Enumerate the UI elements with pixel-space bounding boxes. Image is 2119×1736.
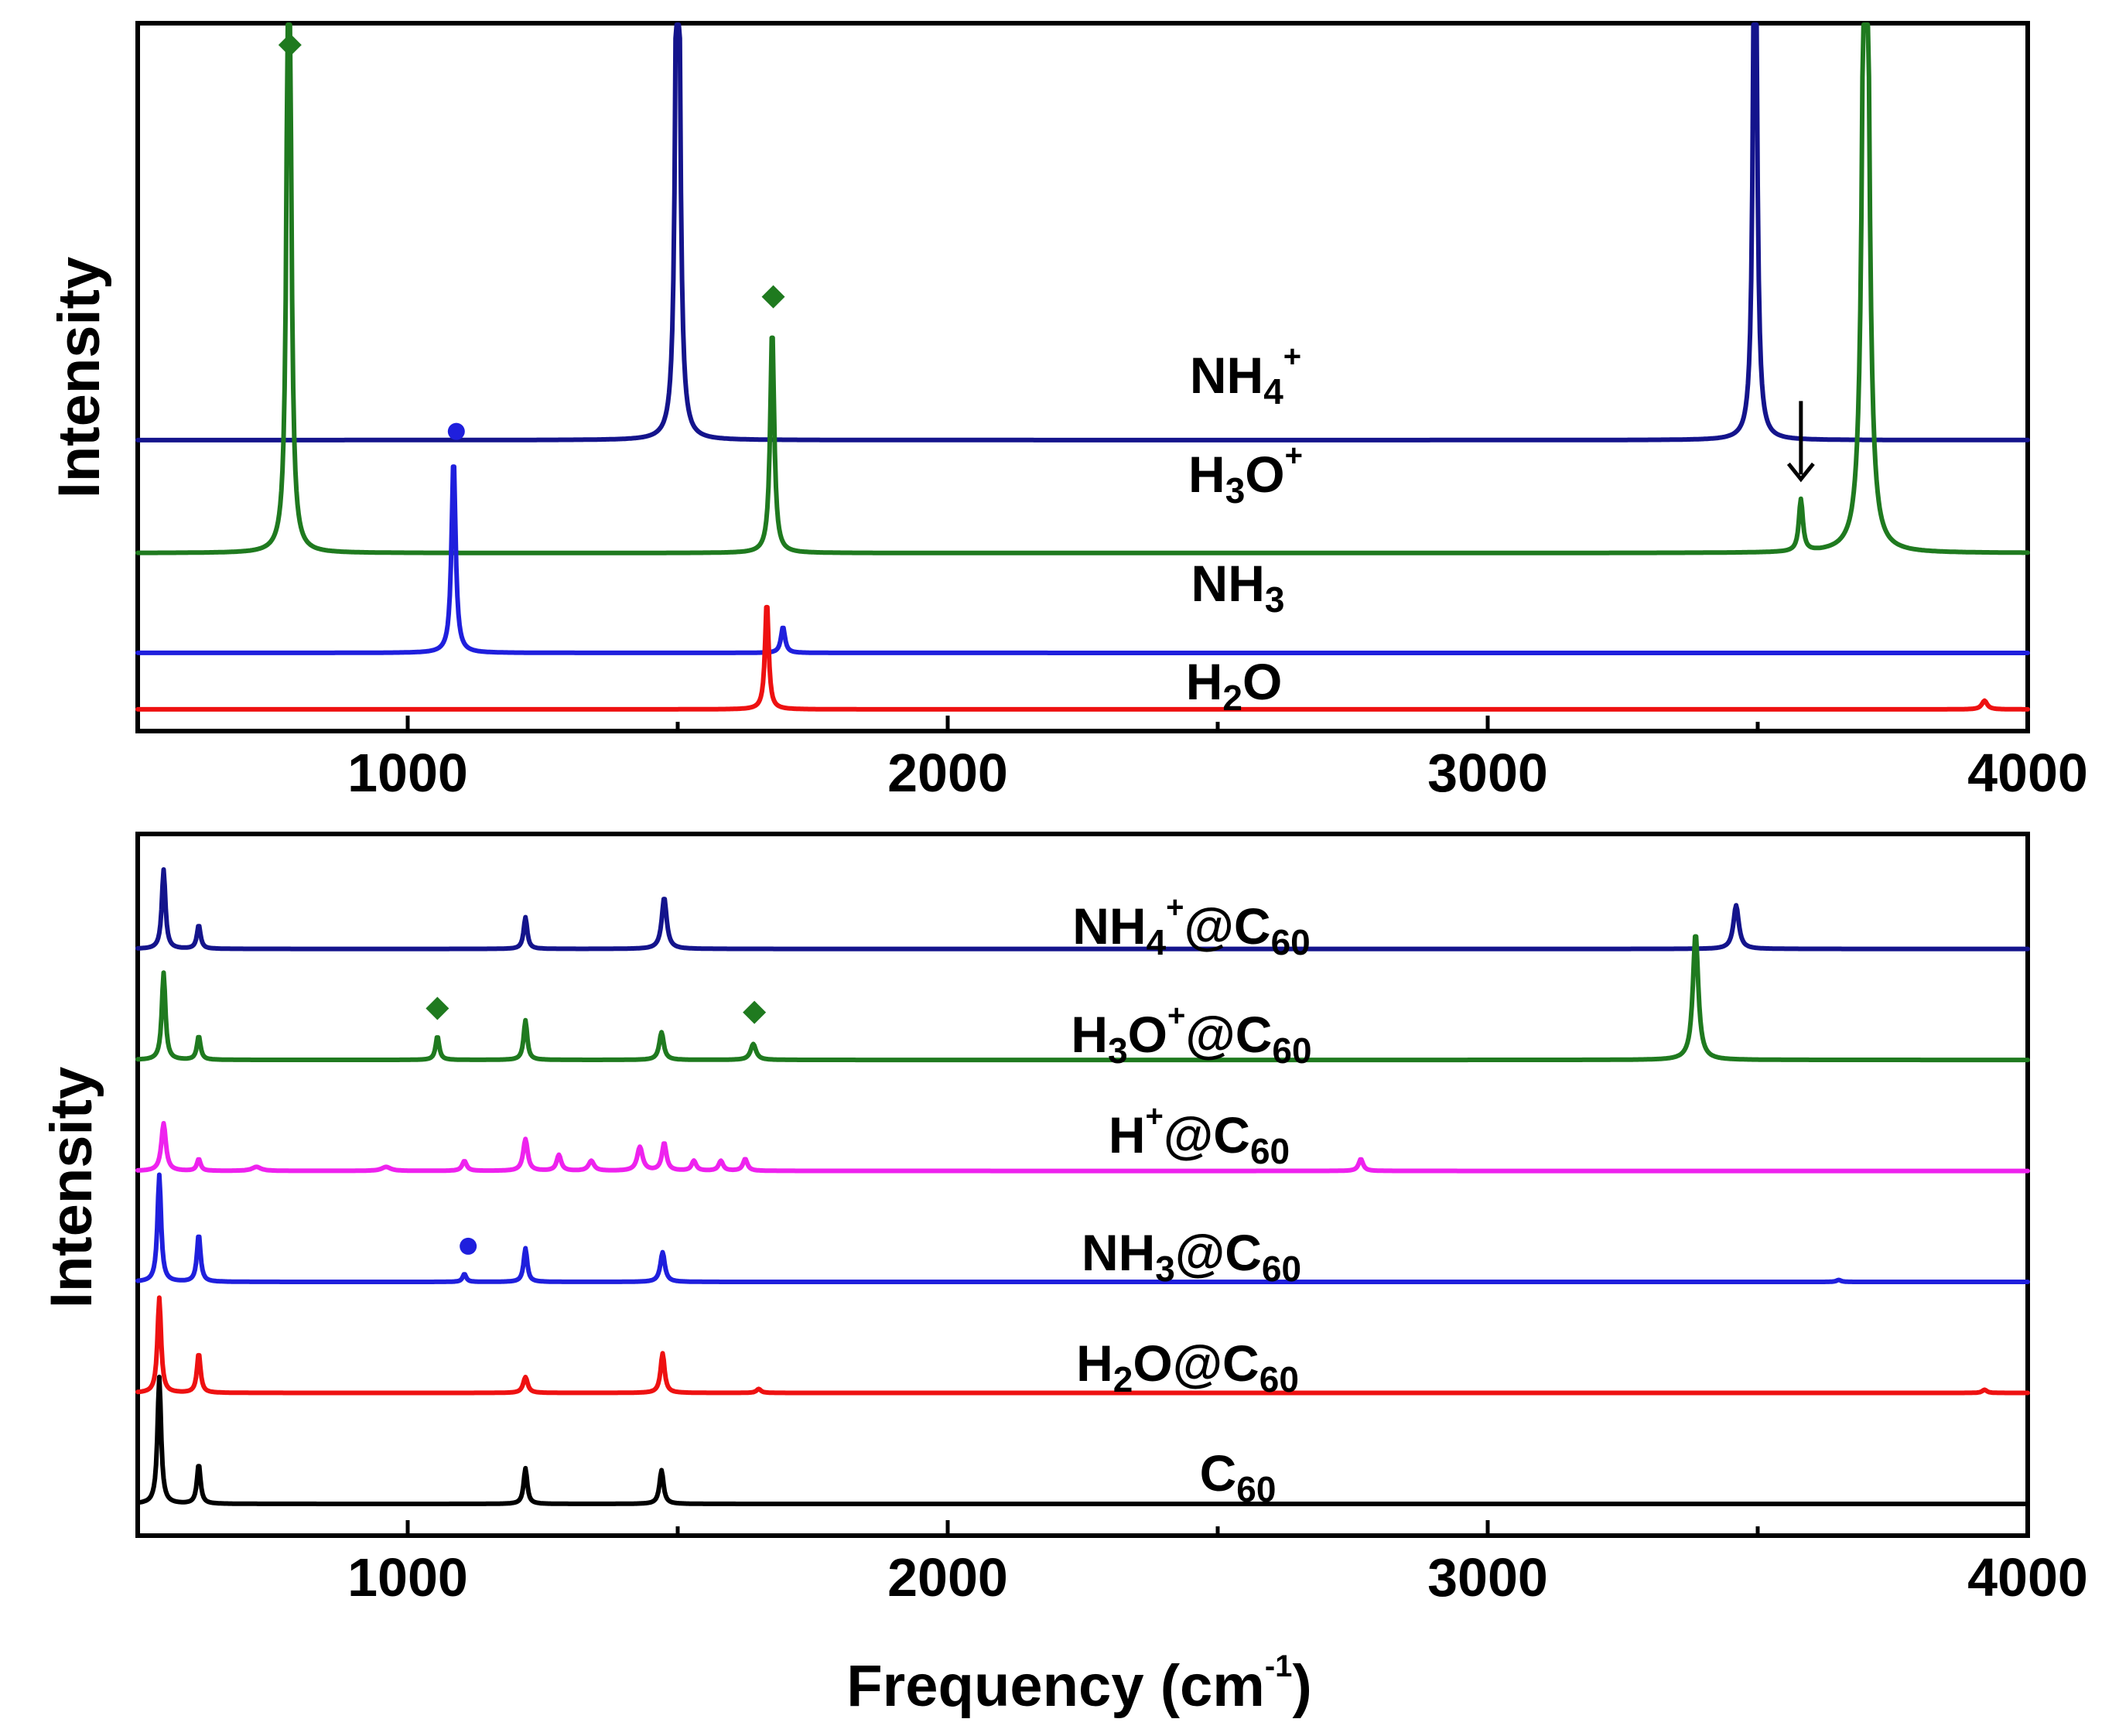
label-h-c60: H+@C60 <box>1109 1099 1290 1171</box>
spectrum-line-h2oc60 <box>135 1295 2030 1396</box>
spectrum-line-hc60 <box>135 1121 2030 1174</box>
arrow-marker <box>1786 401 1815 483</box>
x-tick-label: 4000 <box>1967 1547 2088 1608</box>
diamond-marker <box>761 285 785 309</box>
diamond-marker <box>278 33 302 57</box>
spectrum-line-h3oc60 <box>135 934 2030 1063</box>
bottom-x-ticks: 1000 2000 3000 4000 <box>135 1520 2088 1608</box>
spectrum-line-h2o <box>135 604 2030 712</box>
top-series-group <box>135 22 2030 712</box>
circle-marker <box>447 422 465 440</box>
label-h3o: H3O+ <box>1188 439 1303 511</box>
circle-marker <box>460 1237 477 1255</box>
label-h3o-c60: H3O+@C60 <box>1071 999 1311 1071</box>
diamond-marker <box>426 996 449 1020</box>
bottom-y-axis-label: Intensity <box>39 1067 104 1309</box>
label-h2o: H2O <box>1186 653 1283 718</box>
spectrum-line-nh3 <box>135 464 2030 655</box>
x-tick-label: 4000 <box>1967 743 2088 803</box>
top-plot-frame <box>135 21 2030 733</box>
bottom-plot-frame <box>135 832 2030 1538</box>
x-tick-label: 1000 <box>347 1547 468 1608</box>
top-x-ticks: 1000 2000 3000 4000 <box>135 716 2088 803</box>
x-tick-label: 1000 <box>347 743 468 803</box>
diamond-marker <box>743 1000 767 1024</box>
x-tick-label: 3000 <box>1427 743 1548 803</box>
spectrum-line-c60 <box>135 1374 2030 1506</box>
bottom-markers-group <box>426 996 767 1255</box>
x-axis-label: Frequency (cm-1) <box>846 1649 1312 1719</box>
top-markers-group <box>278 33 1815 483</box>
spectrum-line-nh3c60 <box>135 1172 2030 1284</box>
label-c60: C60 <box>1200 1444 1277 1509</box>
spectrum-line-nh4 <box>135 22 2030 443</box>
label-nh4-c60: NH4+@C60 <box>1072 890 1310 962</box>
label-nh4: NH4+ <box>1190 340 1301 412</box>
label-h2o-c60: H2O@C60 <box>1076 1334 1299 1399</box>
x-tick-label: 2000 <box>887 743 1008 803</box>
x-tick-label: 2000 <box>887 1547 1008 1608</box>
label-nh3: NH3 <box>1191 555 1285 620</box>
bottom-panel: 1000 2000 3000 4000 Intensity Frequency (cm… <box>39 832 2088 1719</box>
label-nh3-c60: NH3@C60 <box>1082 1224 1301 1289</box>
top-y-axis-label: Intensity <box>46 257 112 499</box>
x-tick-label: 3000 <box>1427 1547 1548 1608</box>
top-panel: 1000 2000 3000 4000 Intensity NH4+ H3O+ NH3… <box>46 21 2088 803</box>
spectrum-line-h3o <box>135 22 2030 555</box>
bottom-series-group <box>135 867 2030 1506</box>
spectrum-line-nh4c60 <box>135 867 2030 952</box>
